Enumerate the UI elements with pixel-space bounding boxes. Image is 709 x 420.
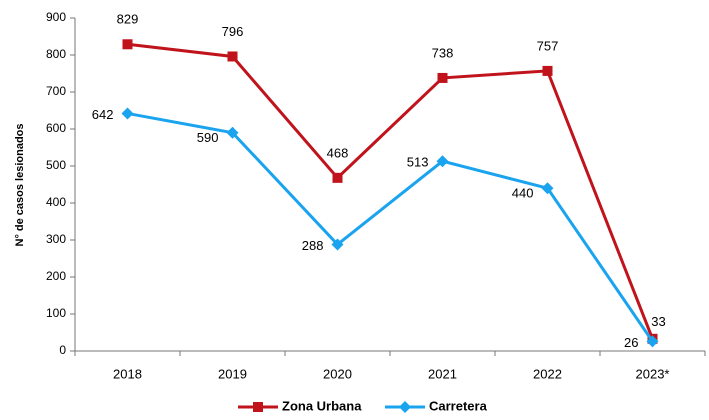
- x-tick-label: 2022: [533, 366, 562, 381]
- y-tick-label: 100: [46, 306, 66, 320]
- data-label: 829: [117, 12, 139, 27]
- y-tick-label: 800: [46, 47, 66, 61]
- x-tick-label: 2023*: [636, 366, 670, 381]
- legend-marker: [399, 401, 411, 413]
- y-axis-label: N° de casos lesionados: [14, 124, 26, 247]
- point: [226, 126, 239, 139]
- y-tick-label: 900: [46, 10, 66, 24]
- x-tick-label: 2021: [428, 366, 457, 381]
- data-label: 468: [327, 145, 349, 160]
- y-tick-label: 0: [59, 343, 66, 357]
- data-label: 26: [624, 335, 638, 350]
- x-tick-label: 2018: [113, 366, 142, 381]
- y-tick-label: 600: [46, 121, 66, 135]
- y-tick-label: 400: [46, 195, 66, 209]
- point: [331, 238, 344, 251]
- x-tick-label: 2020: [323, 366, 352, 381]
- data-label: 757: [537, 38, 559, 53]
- y-tick-label: 500: [46, 158, 66, 172]
- data-label: 796: [222, 24, 244, 39]
- data-label: 513: [407, 155, 429, 170]
- data-label: 642: [92, 107, 114, 122]
- legend-label: Zona Urbana: [282, 398, 362, 413]
- series-line: [127, 111, 654, 343]
- point: [121, 107, 134, 120]
- point: [436, 155, 449, 168]
- data-label: 33: [651, 314, 665, 329]
- y-tick-label: 700: [46, 84, 66, 98]
- y-tick-label: 200: [46, 269, 66, 283]
- data-label: 590: [197, 130, 219, 145]
- y-tick-label: 300: [46, 232, 66, 246]
- data-label: 440: [512, 186, 534, 201]
- series-line: [127, 42, 654, 340]
- data-label: 738: [432, 45, 454, 60]
- point: [227, 51, 238, 62]
- data-label: 288: [302, 238, 324, 253]
- point: [542, 65, 553, 76]
- point: [646, 335, 659, 348]
- point: [541, 182, 554, 195]
- x-tick-label: 2019: [218, 366, 247, 381]
- legend-marker: [253, 402, 263, 412]
- point: [437, 72, 448, 83]
- legend-label: Carretera: [429, 398, 488, 413]
- point: [122, 39, 133, 50]
- point: [332, 172, 343, 183]
